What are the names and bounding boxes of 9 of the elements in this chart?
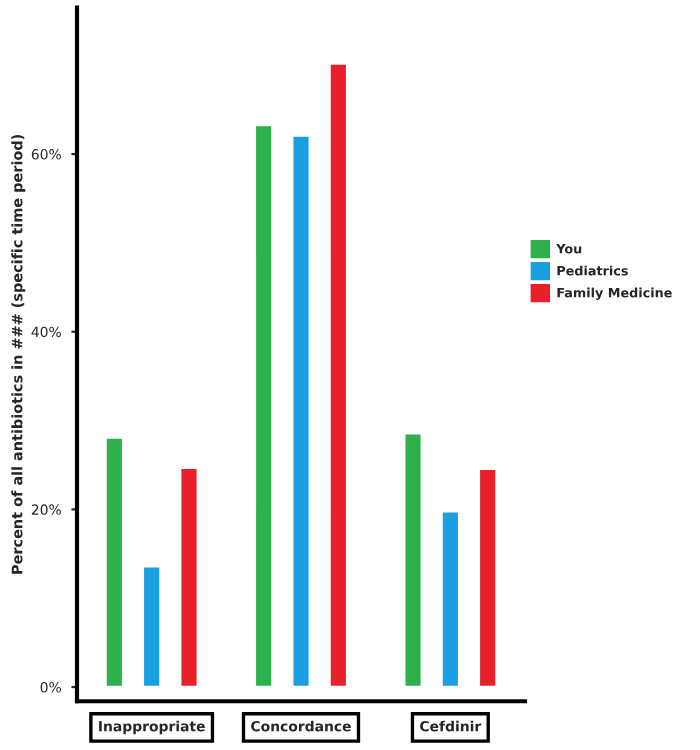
bar xyxy=(253,123,275,689)
bar xyxy=(178,466,200,689)
bar xyxy=(477,467,499,689)
bar xyxy=(103,436,125,689)
bar xyxy=(439,509,461,689)
bar xyxy=(141,564,163,689)
bar xyxy=(327,62,349,689)
bar xyxy=(402,431,424,689)
bar xyxy=(290,134,312,689)
